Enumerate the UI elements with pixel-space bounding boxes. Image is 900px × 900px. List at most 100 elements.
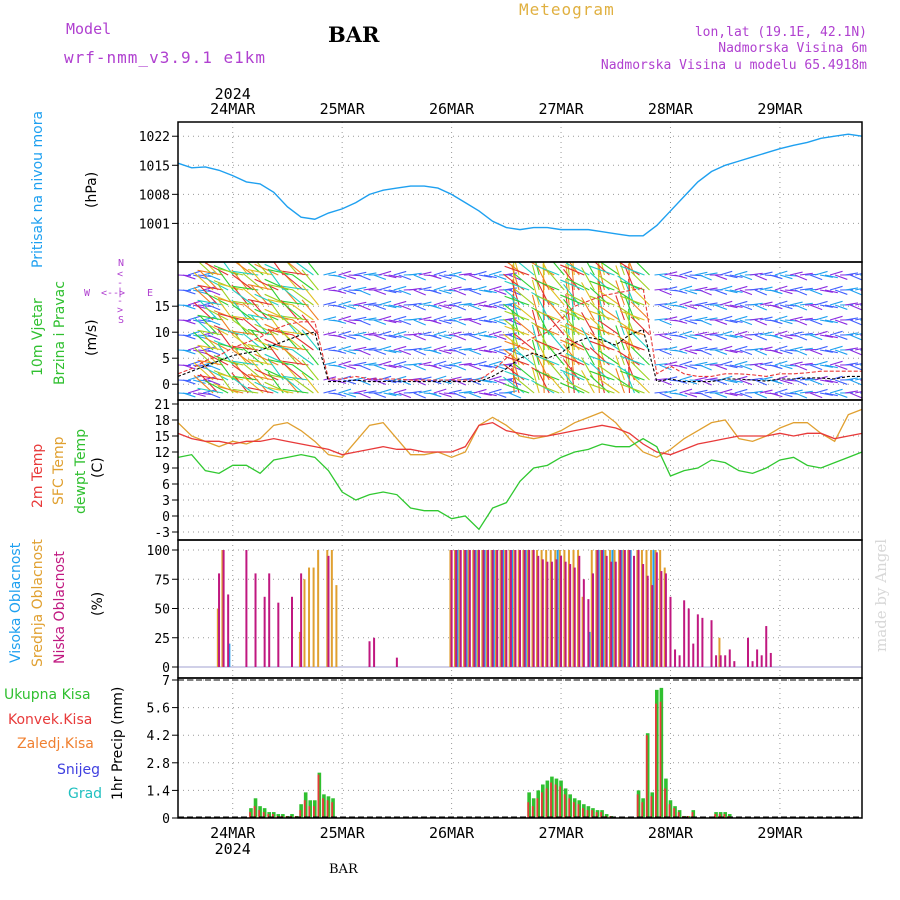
wind-arrow <box>581 282 595 306</box>
wind-arrow <box>739 304 753 311</box>
wind-arrow <box>292 349 314 366</box>
wind-arrow <box>617 305 640 321</box>
y-tick-label: 5.6 <box>147 702 170 717</box>
wind-arrow <box>217 328 244 336</box>
y-tick-label: 12 <box>154 446 170 461</box>
wind-arrow <box>714 364 728 370</box>
wind-arrow <box>581 357 595 381</box>
wind-arrow <box>759 301 773 306</box>
wind-arrow <box>478 274 492 278</box>
wind-arrow <box>378 270 392 276</box>
wind-arrow <box>565 367 570 394</box>
y-tick-label: 0 <box>162 661 170 676</box>
wind-arrow <box>674 274 688 279</box>
wind-arrow <box>393 315 407 321</box>
wind-arrow <box>581 312 595 336</box>
wind-arrow <box>301 284 319 306</box>
cloud-bar-low <box>368 641 371 667</box>
wind-arrow <box>565 264 570 291</box>
wind-arrow <box>789 361 803 366</box>
wind-arrow <box>829 360 843 366</box>
wind-arrow <box>428 364 442 370</box>
wind-arrow <box>358 289 371 296</box>
wind-arrow <box>428 392 442 398</box>
wind-arrow <box>458 347 472 351</box>
wind-gust-line <box>177 287 862 381</box>
wind-arrow <box>247 269 274 276</box>
wind-arrow <box>267 374 294 381</box>
wind-arrow <box>739 379 753 386</box>
wind-arrow <box>699 379 712 386</box>
cloud-bar-low <box>587 599 590 667</box>
wind-arrow <box>282 345 309 351</box>
wind-arrow <box>809 304 823 311</box>
cloud-bar-low <box>610 561 613 667</box>
wind-arrow <box>204 367 229 381</box>
legend-ukupna: Ukupna Kisa <box>4 687 91 703</box>
wind-arrow <box>383 334 397 339</box>
wind-arrow <box>292 319 314 336</box>
wind-arrow <box>282 285 309 291</box>
wind-arrow <box>301 359 319 381</box>
wind-arrow <box>704 272 718 276</box>
wind-arrow <box>814 315 828 321</box>
wind-arrow <box>754 289 768 296</box>
cloud-bar-mid <box>659 550 662 667</box>
wind-arrow <box>589 340 615 351</box>
wind-arrow <box>845 377 859 381</box>
wind-arrow <box>794 364 808 371</box>
wind-arrow <box>202 346 216 351</box>
wind-arrow <box>204 380 229 394</box>
precip-bar-convective <box>326 800 329 818</box>
wind-arrow <box>418 346 432 351</box>
wind-arrow <box>729 349 743 353</box>
wind-arrow <box>488 315 502 321</box>
wind-arrow <box>829 285 843 291</box>
precip-bar-total <box>262 808 267 818</box>
wind-arrow <box>789 316 803 321</box>
legend-zaledj: Zaledj.Kisa <box>17 736 94 752</box>
wind-arrow <box>799 390 813 394</box>
wind-arrow <box>849 319 862 326</box>
wind-arrow <box>468 289 482 296</box>
wind-arrow <box>282 363 304 381</box>
cloud-bar-low <box>277 602 280 667</box>
wind-arrow <box>749 317 763 321</box>
wind-arrow <box>589 295 615 306</box>
wind-arrow <box>849 274 862 281</box>
wind-arrow <box>448 271 462 276</box>
wind-arrow <box>565 277 590 291</box>
wind-arrow <box>714 379 728 385</box>
wind-arrow <box>739 274 753 281</box>
y-tick-label: 1001 <box>139 217 170 232</box>
sfc-temp-label: SFC Temp <box>51 436 67 505</box>
altitude-label: Nadmorska Visina 6m <box>718 41 867 56</box>
wind-arrow <box>473 330 487 336</box>
cloud-bar-mid <box>549 550 552 667</box>
cloud-bar-mid <box>335 585 338 667</box>
cloud-bar-mid <box>622 550 625 667</box>
x-tick-label-top: 26MAR <box>429 100 475 118</box>
wind-arrow <box>597 304 620 321</box>
precip-bar-convective <box>267 814 270 818</box>
wind-arrow <box>547 329 565 351</box>
wind-arrow <box>659 289 672 296</box>
wind-arrow <box>794 392 808 399</box>
wind-arrow <box>829 270 843 276</box>
wind-arrow <box>769 274 783 280</box>
wind-arrow <box>182 392 196 398</box>
wind-arrow <box>824 304 838 309</box>
cloud-bar-high <box>524 550 527 667</box>
precip-bar-convective <box>271 814 274 818</box>
footer-station: BAR <box>329 862 358 877</box>
pressure-line <box>177 133 863 237</box>
wind-arrow <box>504 340 530 351</box>
wind-arrow <box>458 317 472 321</box>
wind-arrow <box>789 271 803 276</box>
wind-arrow <box>834 289 848 295</box>
x-tick-label-top: 24MAR <box>210 100 256 118</box>
wind-arrow <box>845 302 859 306</box>
wind-arrow <box>504 265 530 276</box>
wind-arrow <box>814 388 828 394</box>
wind-arrow <box>448 346 462 351</box>
